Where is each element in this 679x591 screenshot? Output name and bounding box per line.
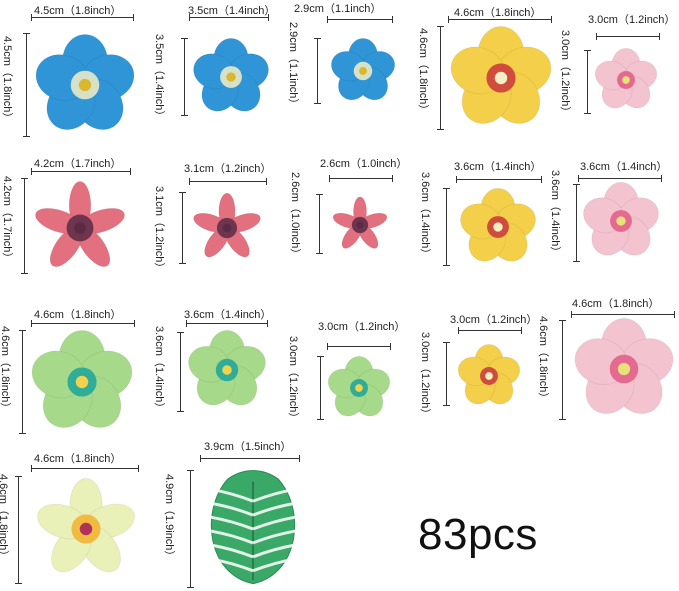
height-label: 3.6cm（1.4inch） <box>153 326 165 414</box>
width-arrow <box>571 311 675 318</box>
height-arrow <box>559 320 566 420</box>
width-label: 2.9cm（1.1inch） <box>294 3 382 15</box>
width-label: 3.0cm（1.2inch） <box>588 14 676 26</box>
width-label: 3.1cm（1.2inch） <box>184 163 272 175</box>
height-label: 4.6cm（1.8inch） <box>417 28 429 116</box>
width-label: 3.6cm（1.4inch） <box>580 161 668 173</box>
height-label: 2.9cm（1.1inch） <box>287 22 299 110</box>
width-arrow <box>189 178 267 185</box>
height-label: 3.0cm（1.2inch） <box>287 336 299 424</box>
flower-image <box>188 329 266 406</box>
flower-image <box>31 330 133 428</box>
flower-image <box>332 196 388 249</box>
height-arrow <box>19 330 26 434</box>
flower-image <box>327 355 391 417</box>
flower-image <box>594 47 658 109</box>
width-label: 4.5cm（1.8inch） <box>34 5 122 17</box>
width-label: 4.6cm（1.8inch） <box>572 298 660 310</box>
height-label: 4.6cm（1.8inch） <box>0 326 11 414</box>
height-arrow <box>23 33 30 137</box>
width-arrow <box>31 168 131 175</box>
height-arrow <box>21 178 28 274</box>
width-label: 4.6cm（1.8inch） <box>454 7 542 19</box>
width-arrow <box>458 327 522 334</box>
flower-image <box>193 192 261 258</box>
width-arrow <box>327 343 391 350</box>
height-label: 4.9cm（1.9inch） <box>163 474 175 562</box>
height-arrow <box>177 332 184 412</box>
height-label: 3.6cm（1.4inch） <box>419 172 431 260</box>
height-arrow <box>443 342 450 406</box>
width-arrow <box>189 14 269 21</box>
height-label: 2.6cm（1.0inch） <box>289 172 301 260</box>
flower-image <box>34 180 126 268</box>
height-arrow <box>314 38 321 104</box>
flower-image <box>35 34 135 131</box>
width-arrow <box>327 16 393 23</box>
width-label: 4.6cm（1.8inch） <box>34 309 122 321</box>
width-label: 3.6cm（1.4inch） <box>184 309 272 321</box>
flower-image <box>450 26 552 124</box>
flower-image <box>574 318 674 415</box>
total-count: 83pcs <box>418 510 538 559</box>
width-label: 4.2cm（1.7inch） <box>34 158 122 170</box>
height-arrow <box>316 194 323 254</box>
height-label: 3.1cm（1.2inch） <box>153 186 165 274</box>
flower-image <box>583 181 659 256</box>
height-arrow <box>15 476 22 584</box>
flower-image <box>37 478 135 573</box>
height-label: 3.0cm（1.2inch） <box>419 332 431 420</box>
width-label: 3.0cm（1.2inch） <box>450 314 538 326</box>
height-label: 4.6cm（1.8inch） <box>0 474 9 562</box>
width-arrow <box>186 320 268 327</box>
width-arrow <box>200 455 300 462</box>
leaf-image <box>209 470 297 585</box>
height-label: 3.0cm（1.2inch） <box>559 30 571 118</box>
height-label: 4.5cm（1.8inch） <box>1 36 13 124</box>
flower-image <box>457 343 521 405</box>
width-arrow <box>596 33 660 40</box>
width-arrow <box>448 16 552 23</box>
height-label: 3.5cm（1.4inch） <box>153 34 165 122</box>
height-label: 3.6cm（1.4inch） <box>549 170 561 258</box>
height-label: 4.6cm（1.8inch） <box>537 316 549 404</box>
width-arrow <box>31 320 135 327</box>
width-label: 4.6cm（1.8inch） <box>34 453 122 465</box>
height-arrow <box>187 470 194 588</box>
width-label: 3.9cm（1.5inch） <box>204 441 292 453</box>
height-arrow <box>443 188 450 266</box>
width-arrow <box>31 465 139 472</box>
height-label: 4.2cm（1.7inch） <box>1 176 13 264</box>
height-arrow <box>437 26 444 130</box>
width-label: 3.0cm（1.2inch） <box>318 321 406 333</box>
flower-image <box>193 37 269 112</box>
width-label: 3.6cm（1.4inch） <box>454 161 542 173</box>
height-arrow <box>179 192 186 264</box>
width-arrow <box>578 175 662 182</box>
width-arrow <box>329 175 393 182</box>
width-arrow <box>31 14 134 21</box>
flower-image <box>460 187 536 262</box>
height-arrow <box>317 356 324 420</box>
height-arrow <box>573 184 580 262</box>
width-label: 3.5cm（1.4inch） <box>188 5 276 17</box>
width-label: 2.6cm（1.0inch） <box>320 158 408 170</box>
flower-image <box>330 37 396 101</box>
height-arrow <box>181 38 188 116</box>
height-arrow <box>584 50 591 114</box>
width-arrow <box>456 176 542 183</box>
